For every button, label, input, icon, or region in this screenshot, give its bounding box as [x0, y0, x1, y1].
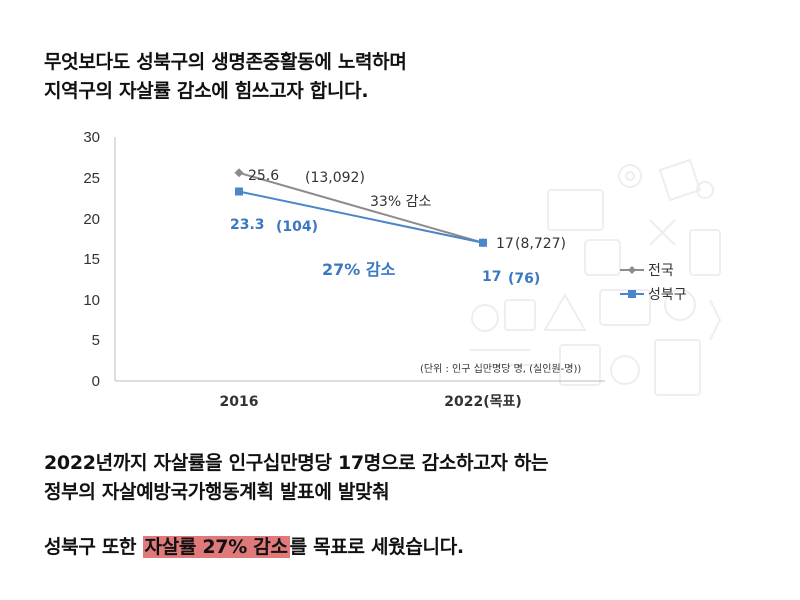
- series-line-national: [238, 171, 484, 244]
- legend-label-seongbuk: 성북구: [648, 287, 687, 303]
- seongbuk-2022-value-label: 17: [482, 269, 501, 285]
- y-tick-label: 10: [83, 292, 100, 309]
- data-point-national-0: [234, 168, 244, 178]
- national-2022-value-label: 17: [496, 236, 514, 252]
- square-marker-icon: [628, 290, 636, 298]
- body-line-4: 정부의 자살예방국가행동계획 발표에 발맞춰: [44, 481, 390, 503]
- seongbuk-2016-count-label: (104): [276, 219, 318, 235]
- chart-legend: 전국 성북구: [620, 263, 687, 303]
- seongbuk-2022-count-label: (76): [508, 271, 540, 287]
- national-2022-count-label: (8,727): [515, 236, 566, 252]
- x-tick-label-2016: 2016: [220, 394, 259, 410]
- data-point-seongbuk-1: [479, 238, 487, 247]
- conclusion-prefix: 성북구 또한: [44, 536, 143, 558]
- series-layer: [234, 168, 488, 248]
- y-tick-label: 30: [83, 129, 100, 146]
- data-point-seongbuk-0: [235, 187, 243, 196]
- y-tick-label: 0: [92, 373, 100, 390]
- diamond-marker-icon: [628, 266, 636, 274]
- intro-line-1: 무엇보다도 성북구의 생명존중활동에 노력하며: [44, 51, 407, 73]
- suicide-rate-line-chart: 0 5 10 15 20 25 30 2016 2022(목표) 25.6 (1…: [83, 129, 722, 410]
- y-axis-ticks: 0 5 10 15 20 25 30: [83, 129, 100, 390]
- decorative-icons-watermark: [470, 158, 722, 396]
- national-2016-count-label: (13,092): [305, 170, 365, 186]
- y-tick-label: 25: [83, 170, 100, 187]
- conclusion-suffix: 를 목표로 세웠습니다.: [289, 536, 464, 558]
- y-tick-label: 15: [83, 251, 100, 268]
- y-tick-label: 5: [92, 332, 100, 349]
- conclusion-line: 성북구 또한 자살률 27% 감소 를 목표로 세웠습니다.: [44, 532, 464, 559]
- seongbuk-decrease-label: 27% 감소: [322, 260, 396, 279]
- x-tick-label-2022: 2022(목표): [444, 394, 522, 410]
- seongbuk-2016-value-label: 23.3: [230, 217, 265, 233]
- highlighted-goal: 자살률 27% 감소: [142, 536, 290, 558]
- intro-line-2: 지역구의 자살률 감소에 힘쓰고자 합니다.: [44, 80, 369, 102]
- y-tick-label: 20: [83, 211, 100, 228]
- national-decrease-label: 33% 감소: [370, 194, 431, 210]
- legend-label-national: 전국: [648, 263, 674, 279]
- national-2016-value-label: 25.6: [248, 168, 279, 184]
- unit-note: (단위 : 인구 십만명당 명, (실인원-명)): [420, 362, 581, 375]
- body-line-3: 2022년까지 자살률을 인구십만명당 17명으로 감소하고자 하는: [44, 452, 549, 474]
- chart-axes: [114, 137, 605, 382]
- series-line-seongbuk: [238, 190, 484, 244]
